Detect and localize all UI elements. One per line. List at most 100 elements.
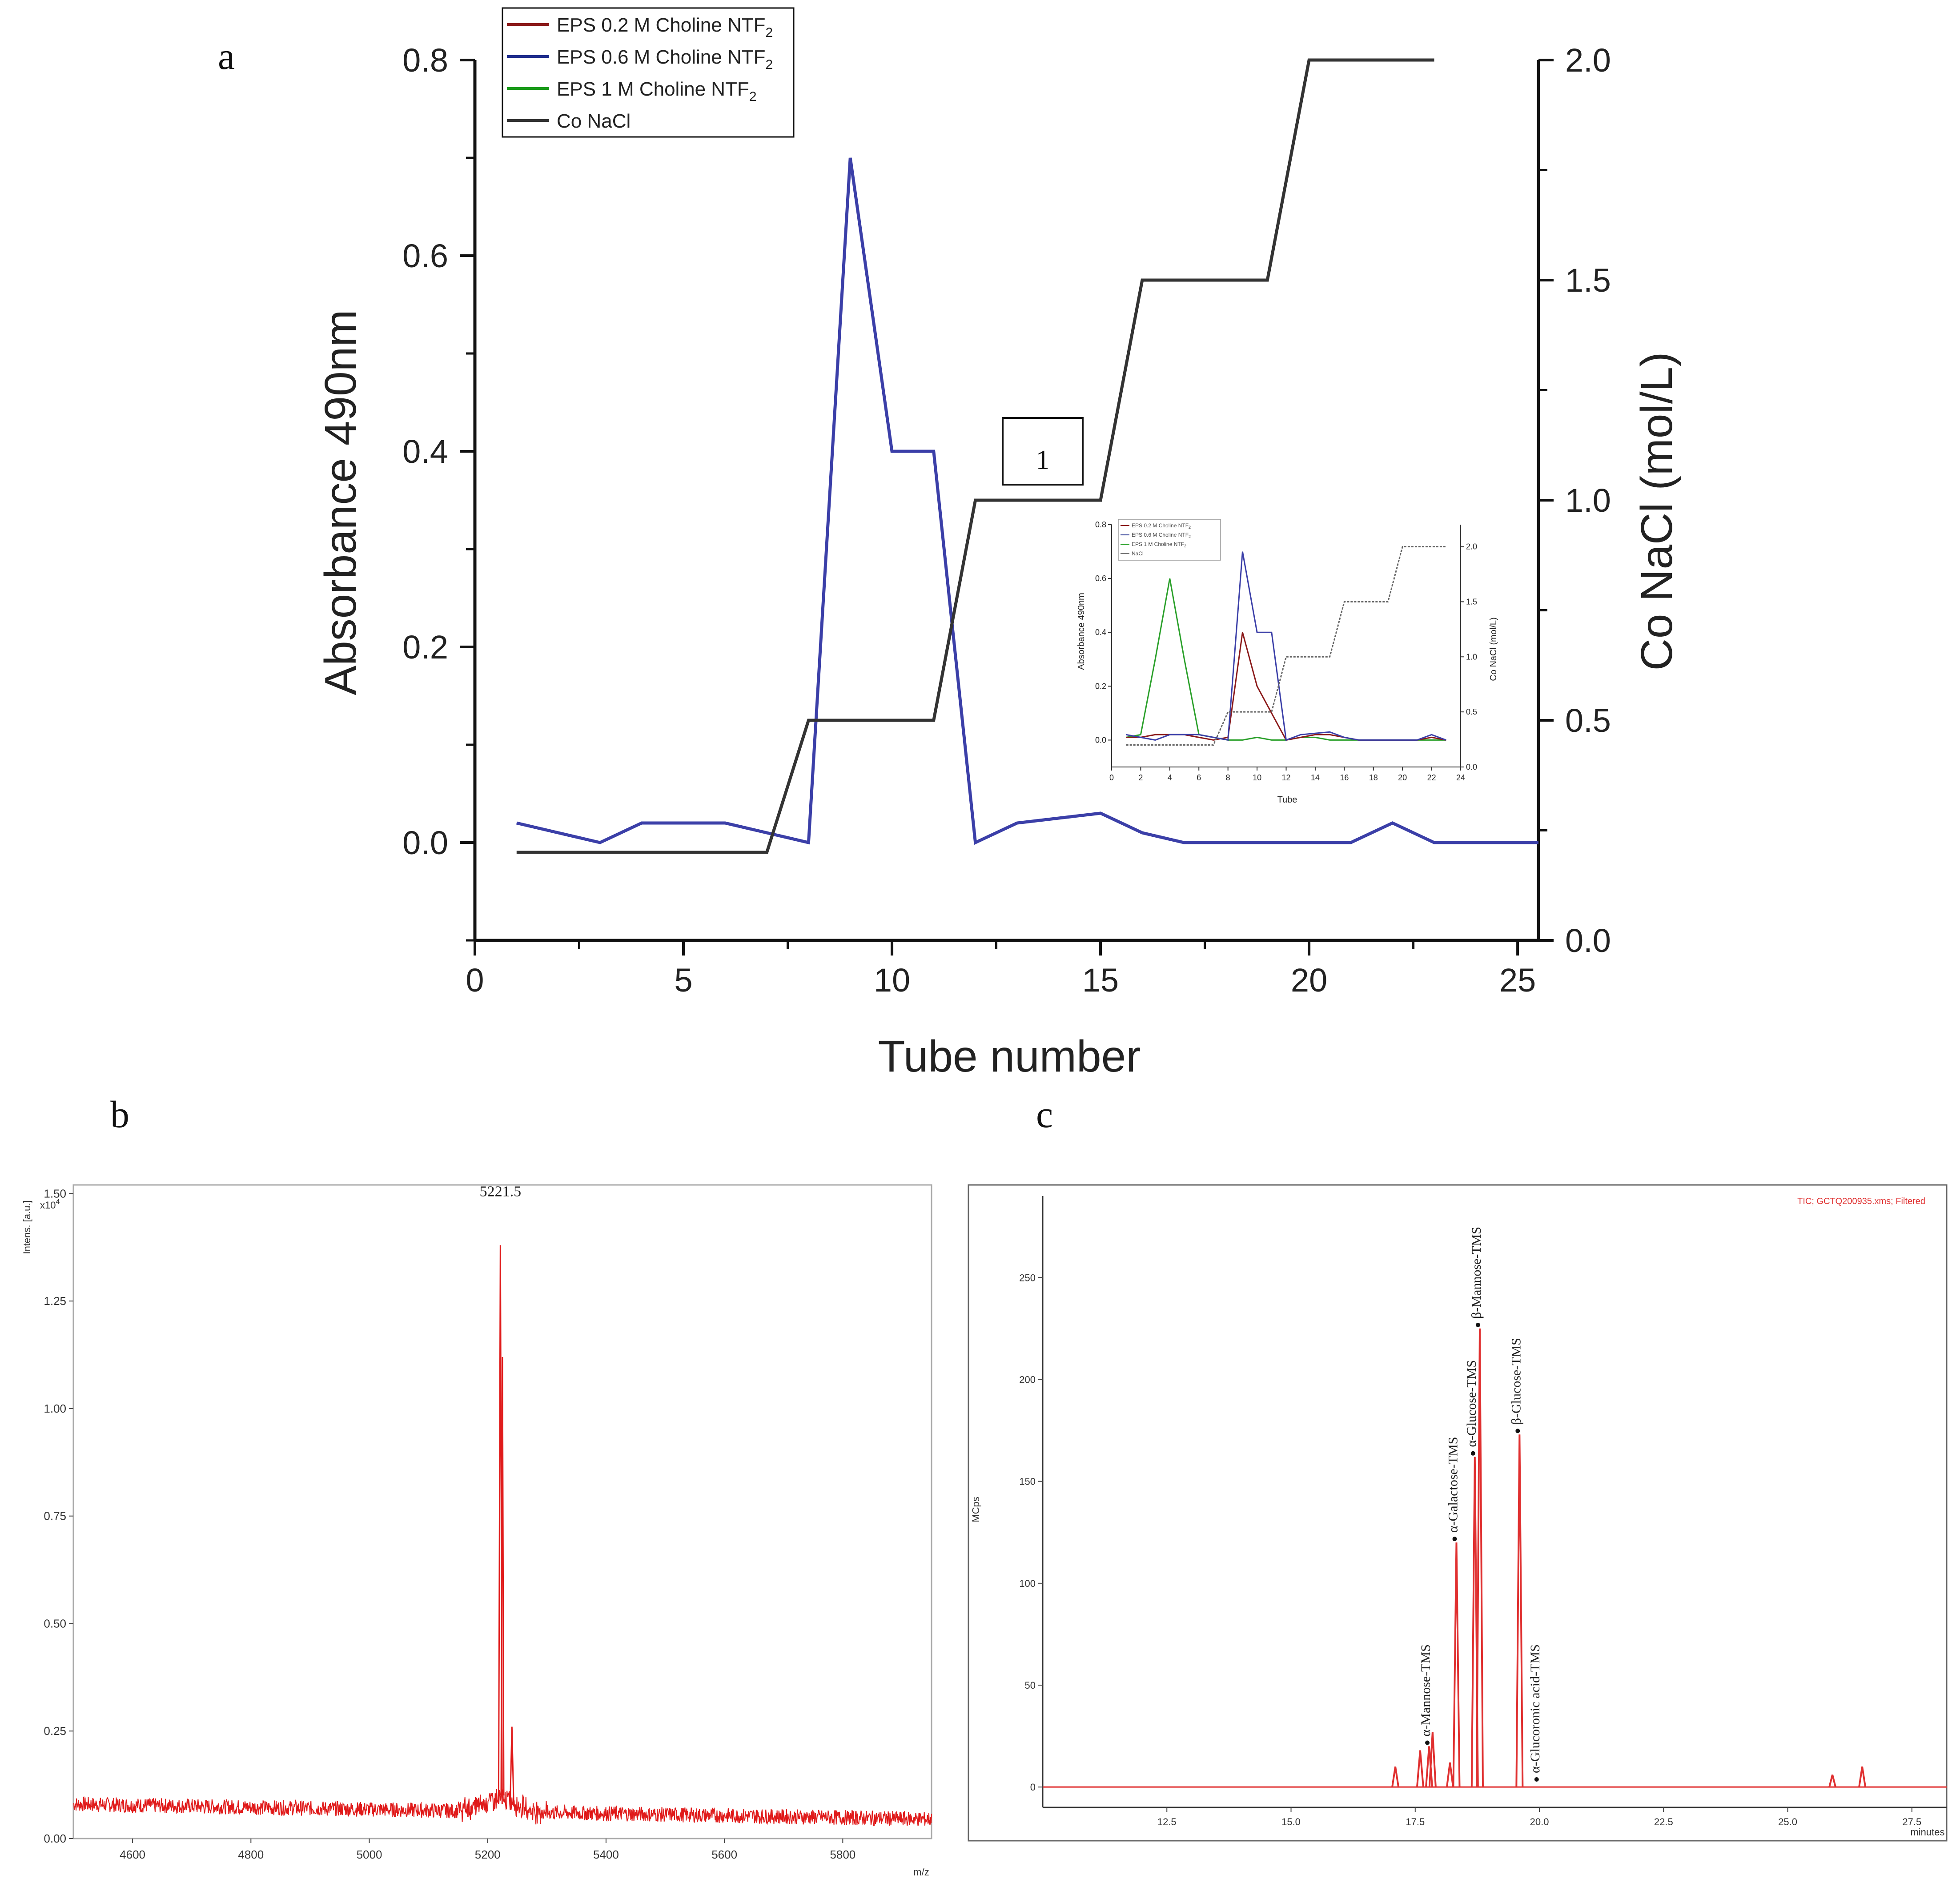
c-peak-label: β-Glucose-TMS: [1509, 1338, 1523, 1425]
inset-xtick-label: 0: [1109, 773, 1114, 782]
c-ytick-label: 50: [1025, 1680, 1036, 1691]
b-peak-shoulder: [500, 1357, 505, 1796]
inset-series: [1126, 546, 1446, 746]
c-peak-marker: [1515, 1429, 1520, 1433]
c-peak: [1425, 1746, 1434, 1787]
inset-ylabel: Absorbance 490nm: [1076, 593, 1086, 670]
b-ytick-label: 0.00: [44, 1832, 66, 1845]
b-ytick-label: 0.25: [44, 1724, 66, 1738]
panel-b-ticks: 4600 4800 5000 5200 5400 5600 5800 0.00 0.25 0.50…: [44, 1187, 855, 1861]
inset-y2tick-label: 0.5: [1466, 707, 1477, 716]
panel-c-ylabel: MCps: [970, 1497, 981, 1522]
a-ytick-label: 0.8: [402, 42, 448, 79]
a-legend-label: EPS 0.2 M Choline NTF2: [557, 14, 773, 40]
a-ytick-label: 0.6: [402, 237, 448, 274]
inset-xtick-label: 16: [1340, 773, 1349, 782]
inset-legend-frame: [1118, 519, 1221, 561]
inset-xtick-label: 2: [1138, 773, 1143, 782]
b-ytick-label: 1.00: [44, 1402, 66, 1415]
inset-y2tick-label: 0.0: [1466, 763, 1477, 771]
c-peak-marker: [1475, 1322, 1480, 1327]
c-ytick-label: 150: [1019, 1476, 1036, 1487]
c-xtick-label: 20.0: [1530, 1816, 1549, 1827]
a-legend-name: Co NaCl: [557, 110, 631, 132]
inset-y2label: Co NaCl (mol/L): [1489, 617, 1498, 681]
inset-xtick-label: 4: [1168, 773, 1172, 782]
b-xtick-label: 5600: [711, 1848, 737, 1861]
panel-b-ylabel: Intens. [a.u.]: [21, 1200, 32, 1254]
c-ytick-label: 0: [1030, 1782, 1036, 1793]
inset-legend-name: EPS 0.6 M Choline NTF: [1132, 532, 1189, 538]
c-peak-label: α-Galactose-TMS: [1446, 1437, 1460, 1533]
a-legend-sub: 2: [749, 89, 757, 104]
inset-xtick-label: 14: [1311, 773, 1320, 782]
inset-xtick-label: 12: [1281, 773, 1290, 782]
b-peak: [509, 1726, 514, 1804]
c-peak-label: β-Mannose-TMS: [1469, 1227, 1484, 1319]
inset-legend-name: NaCl: [1132, 550, 1144, 557]
a-y2tick-label: 0.0: [1565, 922, 1611, 959]
panel-c-title: TIC; GCTQ200935.xms; Filtered: [1797, 1196, 1925, 1206]
c-peak-label: α-Mannose-TMS: [1418, 1644, 1433, 1736]
panel-a-ylabel: Absorbance 490nm: [316, 309, 365, 695]
c-ytick-label: 100: [1019, 1578, 1036, 1589]
a-xtick-label: 15: [1082, 962, 1119, 999]
a-series-line: [516, 58, 1434, 854]
inset-ytick-label: 0.2: [1095, 682, 1106, 691]
inset-y2tick-label: 1.0: [1466, 652, 1477, 661]
inset-ytick-label: 0.8: [1095, 520, 1106, 529]
panel-a-y2label: Co NaCl (mol/L): [1632, 352, 1682, 671]
panel-c-ticks: 12.5 15.0 17.5 20.0 22.5 25.0 27.5 0 50 100 150 200…: [1019, 1272, 1921, 1827]
a-legend-name: EPS 0.2 M Choline NTF: [557, 14, 766, 36]
inset-legend-label: NaCl: [1132, 550, 1144, 557]
c-peak-marker: [1534, 1777, 1539, 1782]
panel-b-yscale: x104: [40, 1198, 60, 1211]
c-peak: [1428, 1732, 1437, 1787]
c-peak-marker: [1425, 1740, 1430, 1745]
a-y2tick-label: 1.5: [1565, 262, 1611, 299]
c-xtick-label: 22.5: [1654, 1816, 1673, 1827]
b-xtick-label: 5400: [593, 1848, 619, 1861]
b-ytick-label: 0.75: [44, 1510, 66, 1523]
annotation-box-number: 1: [1036, 445, 1050, 475]
inset-legend-name: EPS 0.2 M Choline NTF: [1132, 522, 1189, 529]
panel-c-outer-frame: [968, 1184, 1948, 1842]
c-xtick-label: 17.5: [1406, 1816, 1425, 1827]
a-y2tick-label: 1.0: [1565, 482, 1611, 519]
b-xtick-label: 4800: [238, 1848, 264, 1861]
inset-xtick-label: 24: [1456, 773, 1465, 782]
c-ytick-label: 250: [1019, 1272, 1036, 1283]
c-peak-marker: [1470, 1451, 1475, 1456]
a-legend-sub: 2: [766, 25, 773, 40]
annotation-box-frame: [1002, 417, 1084, 486]
inset-legend-name: EPS 1 M Choline NTF: [1132, 541, 1184, 547]
panel-letter-c: c: [1036, 1093, 1053, 1136]
a-series-line: [516, 157, 1538, 845]
b-ytick-label: 1.25: [44, 1294, 66, 1308]
b-xtick-label: 5000: [357, 1848, 382, 1861]
panel-b-xlabel: m/z: [913, 1867, 929, 1878]
inset-xtick-label: 18: [1369, 773, 1378, 782]
a-xtick-label: 5: [674, 962, 692, 999]
c-xtick-label: 12.5: [1157, 1816, 1177, 1827]
c-peak: [1416, 1750, 1424, 1787]
a-xtick-label: 0: [466, 962, 484, 999]
a-legend-sub: 2: [766, 57, 773, 72]
inset-xtick-label: 10: [1253, 773, 1261, 782]
panel-letter-a: a: [218, 35, 235, 77]
a-legend-label: EPS 0.6 M Choline NTF2: [557, 46, 773, 72]
b-ytick-label: 0.50: [44, 1617, 66, 1630]
a-ytick-label: 0.0: [402, 824, 448, 861]
c-xtick-label: 25.0: [1778, 1816, 1797, 1827]
panel-a-ticks: 0 5 10 15 20 250.00.20.40.60.80.00.51.01.52.0: [402, 42, 1611, 999]
panel-c-chart: c TIC; GCTQ200935.xms; Filtered 12.5 15.0…: [968, 1093, 1948, 1842]
c-peak: [1446, 1762, 1454, 1787]
c-peak: [1475, 1328, 1484, 1787]
c-xtick-label: 27.5: [1902, 1816, 1921, 1827]
a-legend-label: Co NaCl: [557, 110, 631, 132]
inset-legend-label: EPS 0.6 M Choline NTF2: [1132, 532, 1191, 539]
inset-legend-label: EPS 0.2 M Choline NTF2: [1132, 522, 1191, 530]
panel-b-spectrum: 5221.5: [73, 1183, 932, 1827]
inset-legend-label: EPS 1 M Choline NTF2: [1132, 541, 1186, 548]
